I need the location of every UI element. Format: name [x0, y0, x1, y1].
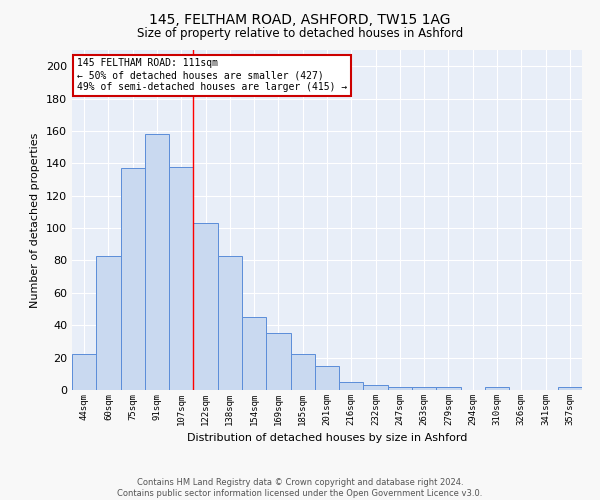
Bar: [388, 387, 412, 390]
Text: Size of property relative to detached houses in Ashford: Size of property relative to detached ho…: [137, 28, 463, 40]
Bar: [485, 387, 509, 390]
Bar: [169, 166, 193, 390]
Bar: [242, 317, 266, 390]
Bar: [96, 256, 121, 390]
Bar: [364, 385, 388, 390]
Bar: [412, 387, 436, 390]
Bar: [339, 382, 364, 390]
Bar: [121, 168, 145, 390]
Bar: [193, 223, 218, 390]
Text: 145, FELTHAM ROAD, ASHFORD, TW15 1AG: 145, FELTHAM ROAD, ASHFORD, TW15 1AG: [149, 12, 451, 26]
Bar: [72, 354, 96, 390]
Bar: [290, 354, 315, 390]
Text: Contains HM Land Registry data © Crown copyright and database right 2024.
Contai: Contains HM Land Registry data © Crown c…: [118, 478, 482, 498]
Bar: [558, 387, 582, 390]
Bar: [315, 366, 339, 390]
Text: 145 FELTHAM ROAD: 111sqm
← 50% of detached houses are smaller (427)
49% of semi-: 145 FELTHAM ROAD: 111sqm ← 50% of detach…: [77, 58, 347, 92]
Bar: [145, 134, 169, 390]
X-axis label: Distribution of detached houses by size in Ashford: Distribution of detached houses by size …: [187, 434, 467, 444]
Bar: [436, 387, 461, 390]
Bar: [218, 256, 242, 390]
Y-axis label: Number of detached properties: Number of detached properties: [31, 132, 40, 308]
Bar: [266, 334, 290, 390]
